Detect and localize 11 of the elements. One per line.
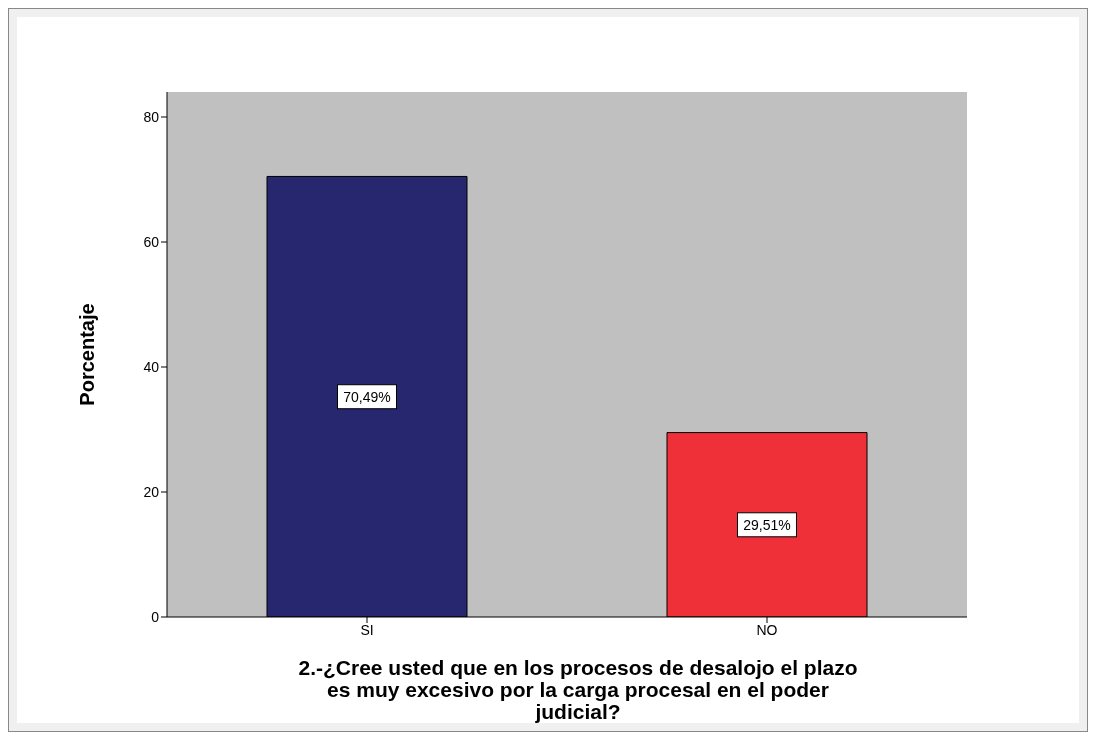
- data-label: 70,49%: [343, 388, 391, 405]
- x-axis-title: 2.-¿Cree usted que en los procesos de desalojo el plazo es muy excesivo por la carga procesal en el poder judicial?: [297, 656, 858, 723]
- y-tick-label: 0: [151, 608, 160, 625]
- x-tick-label: NO: [756, 621, 778, 638]
- y-tick-label: 60: [143, 233, 160, 250]
- y-tick-label: 40: [143, 358, 160, 375]
- data-label: 29,51%: [743, 516, 791, 533]
- y-tick-label: 80: [143, 108, 160, 125]
- y-axis-title: Porcentaje: [76, 303, 99, 406]
- x-tick-label: SI: [360, 621, 374, 638]
- y-tick-label: 20: [143, 483, 160, 500]
